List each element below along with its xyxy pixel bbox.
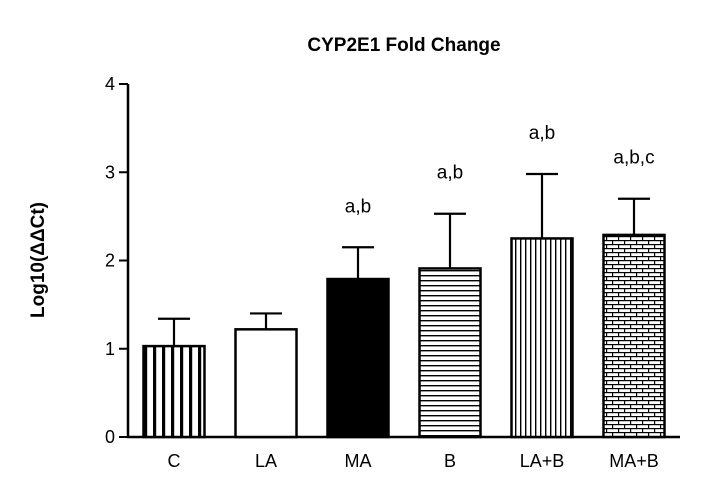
error-bars (158, 172, 650, 347)
y-tick-label: 3 (105, 162, 115, 182)
x-tick-label: B (444, 451, 456, 471)
bar-la (234, 328, 298, 439)
axes (126, 84, 680, 439)
chart-title: CYP2E1 Fold Change (307, 35, 500, 56)
y-tick-label: 4 (105, 74, 115, 94)
y-tick-label: 2 (105, 251, 115, 271)
significance-annotations: a,b a,b a,b a,b,c (345, 123, 655, 217)
x-tick-label: C (168, 451, 181, 471)
bar-ma-plus-b (602, 233, 666, 439)
bar-b (418, 267, 482, 439)
y-axis-label: Log10(ΔΔCt) (28, 202, 49, 318)
significance-label: a,b (345, 196, 371, 217)
x-tick-labels: C LA MA B LA+B MA+B (168, 451, 659, 471)
bar-la-plus-b (510, 237, 574, 439)
x-tick-label: LA+B (520, 451, 565, 471)
x-tick-label: LA (255, 451, 277, 471)
x-tick-label: MA+B (609, 451, 659, 471)
y-tick-label: 0 (105, 427, 115, 447)
bars (142, 233, 666, 439)
y-ticks: 0 1 2 3 4 (105, 74, 128, 447)
significance-label: a,b (437, 163, 463, 184)
bar-c (142, 344, 206, 439)
x-tick-label: MA (345, 451, 372, 471)
y-tick-label: 1 (105, 339, 115, 359)
bar-ma (326, 277, 390, 439)
significance-label: a,b (529, 123, 555, 144)
significance-label: a,b,c (613, 148, 654, 169)
